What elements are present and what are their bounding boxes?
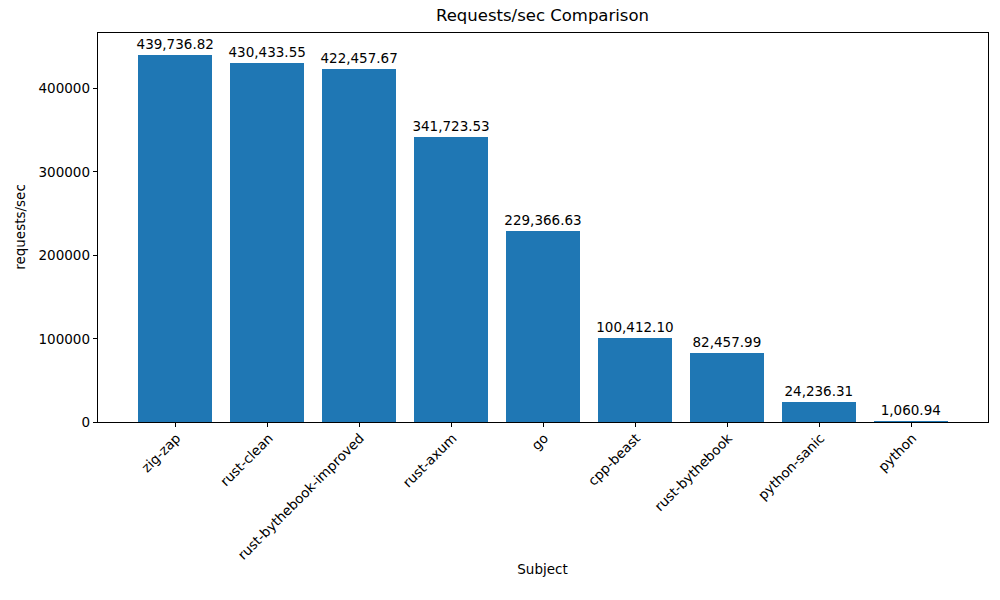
bar-rust-axum [414,137,488,422]
bar-value-label: 229,366.63 [473,212,613,229]
bar-value-label: 24,236.31 [749,383,889,400]
bar-value-label: 422,457.67 [289,50,429,67]
x-tick-mark [359,423,360,427]
bar-rust-clean [230,63,304,422]
y-tick-mark [93,171,97,172]
bar-value-label: 1,060.94 [841,402,981,419]
bar-value-label: 341,723.53 [381,118,521,135]
x-axis-label: Subject [97,561,988,577]
y-tick-label: 0 [20,413,90,431]
x-tick-mark [635,423,636,427]
y-tick-label: 200000 [20,246,90,264]
y-tick-label: 100000 [20,330,90,348]
bar-zig-zap [138,55,212,422]
x-tick-label: rust-bythebook [651,430,735,514]
x-tick-label: python-sanic [754,430,827,503]
y-tick-label: 300000 [20,163,90,181]
x-tick-label: cpp-beast [585,430,644,489]
x-tick-label: rust-clean [216,430,275,489]
plot-area: 439,736.82zig-zap430,433.55rust-clean422… [97,32,989,423]
y-tick-label: 400000 [20,79,90,97]
y-tick-mark [93,422,97,423]
y-axis-label: requests/sec [12,184,28,270]
x-tick-mark [451,423,452,427]
x-tick-label: zig-zap [138,430,183,475]
x-tick-mark [727,423,728,427]
bar-python [874,421,948,422]
x-tick-mark [911,423,912,427]
x-tick-label: rust-axum [399,430,459,490]
chart-title: Requests/sec Comparison [97,6,988,25]
x-tick-mark [819,423,820,427]
bar-value-label: 82,457.99 [657,334,797,351]
bar-chart-figure: Requests/sec Comparison 439,736.82zig-za… [0,0,1000,600]
x-tick-label: go [528,430,551,453]
x-tick-mark [267,423,268,427]
x-tick-mark [175,423,176,427]
x-tick-mark [543,423,544,427]
y-tick-mark [93,255,97,256]
y-tick-mark [93,338,97,339]
y-tick-mark [93,88,97,89]
x-tick-label: python [874,430,919,475]
